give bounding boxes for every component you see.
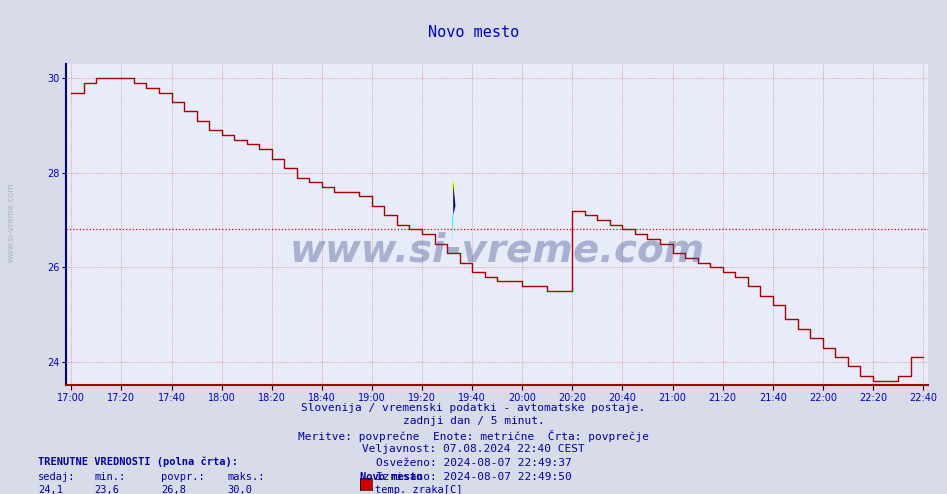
Text: Novo mesto: Novo mesto xyxy=(360,472,422,482)
Text: temp. zraka[C]: temp. zraka[C] xyxy=(375,485,462,494)
Text: TRENUTNE VREDNOSTI (polna črta):: TRENUTNE VREDNOSTI (polna črta): xyxy=(38,457,238,467)
Text: min.:: min.: xyxy=(95,472,126,482)
Polygon shape xyxy=(454,182,456,215)
Text: Izrisano: 2024-08-07 22:49:50: Izrisano: 2024-08-07 22:49:50 xyxy=(376,472,571,482)
Text: Veljavnost: 07.08.2024 22:40 CEST: Veljavnost: 07.08.2024 22:40 CEST xyxy=(362,444,585,454)
Text: zadnji dan / 5 minut.: zadnji dan / 5 minut. xyxy=(402,416,545,426)
Polygon shape xyxy=(452,182,455,215)
Text: 24,1: 24,1 xyxy=(38,485,63,494)
Text: sedaj:: sedaj: xyxy=(38,472,76,482)
Text: maks.:: maks.: xyxy=(227,472,265,482)
Text: Novo mesto: Novo mesto xyxy=(428,25,519,40)
Text: 26,8: 26,8 xyxy=(161,485,186,494)
Text: 23,6: 23,6 xyxy=(95,485,119,494)
Text: Osveženo: 2024-08-07 22:49:37: Osveženo: 2024-08-07 22:49:37 xyxy=(376,458,571,468)
Polygon shape xyxy=(452,215,454,244)
Text: www.si-vreme.com: www.si-vreme.com xyxy=(7,183,16,262)
Text: povpr.:: povpr.: xyxy=(161,472,205,482)
Text: 30,0: 30,0 xyxy=(227,485,252,494)
Text: Slovenija / vremenski podatki - avtomatske postaje.: Slovenija / vremenski podatki - avtomats… xyxy=(301,403,646,412)
Text: Meritve: povprečne  Enote: metrične  Črta: povprečje: Meritve: povprečne Enote: metrične Črta:… xyxy=(298,430,649,442)
Text: www.si-vreme.com: www.si-vreme.com xyxy=(290,232,705,269)
